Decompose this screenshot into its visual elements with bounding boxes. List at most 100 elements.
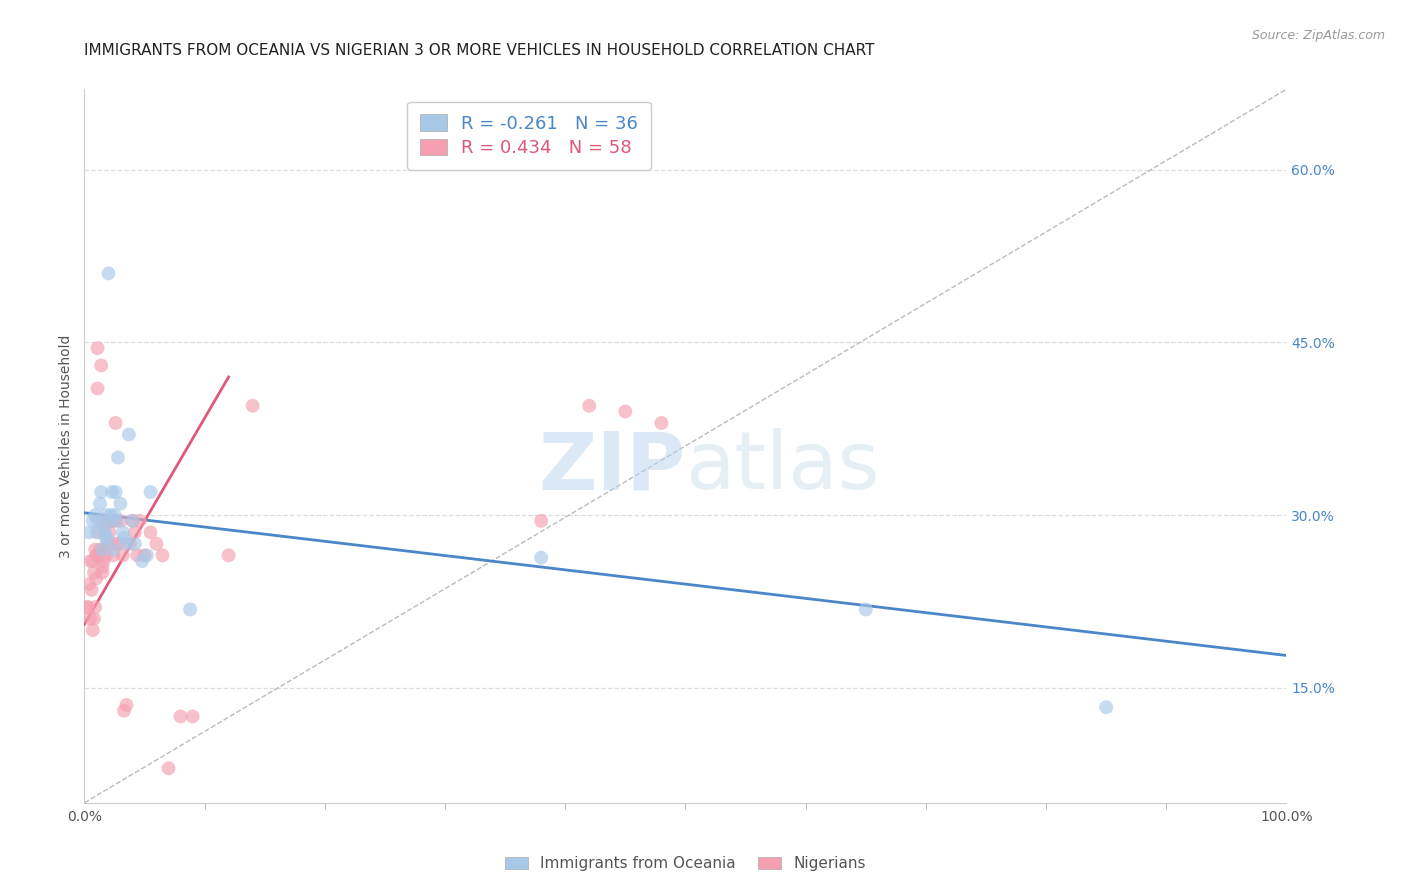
Point <box>87 549 110 563</box>
Point <box>103 514 125 528</box>
Point <box>94 542 117 557</box>
Point <box>157 761 180 775</box>
Point <box>169 709 191 723</box>
Point <box>100 514 122 528</box>
Point <box>83 566 105 580</box>
Point <box>86 525 108 540</box>
Point <box>94 531 117 545</box>
Point <box>77 600 100 615</box>
Point <box>80 582 103 597</box>
Point <box>104 485 127 500</box>
Point <box>89 542 111 557</box>
Point <box>98 525 121 540</box>
Point <box>93 519 115 533</box>
Point <box>107 537 129 551</box>
Point <box>94 508 117 522</box>
Point <box>218 549 240 563</box>
Point <box>97 266 120 280</box>
Point <box>121 514 143 528</box>
Point <box>101 485 124 500</box>
Point <box>91 566 114 580</box>
Point <box>111 549 134 563</box>
Point <box>118 427 141 442</box>
Legend: Immigrants from Oceania, Nigerians: Immigrants from Oceania, Nigerians <box>499 850 872 877</box>
Point <box>242 399 264 413</box>
Point <box>97 514 120 528</box>
Point <box>530 514 553 528</box>
Point <box>86 549 108 563</box>
Point <box>181 709 204 723</box>
Point <box>84 542 107 557</box>
Text: ZIP: ZIP <box>538 428 686 507</box>
Point <box>79 554 101 568</box>
Point <box>107 450 129 465</box>
Point <box>110 514 132 528</box>
Point <box>578 399 600 413</box>
Point <box>145 537 167 551</box>
Point <box>118 537 141 551</box>
Point <box>139 485 162 500</box>
Point <box>90 485 112 500</box>
Point <box>111 525 134 540</box>
Point <box>93 514 115 528</box>
Point <box>124 537 146 551</box>
Point <box>98 514 121 528</box>
Point <box>82 514 104 528</box>
Point <box>77 525 100 540</box>
Point <box>91 559 114 574</box>
Point <box>110 497 132 511</box>
Point <box>1095 700 1118 714</box>
Point <box>93 554 115 568</box>
Point <box>127 549 149 563</box>
Point <box>84 600 107 615</box>
Point <box>87 525 110 540</box>
Point <box>94 549 117 563</box>
Point <box>86 381 108 395</box>
Point <box>104 416 127 430</box>
Point <box>128 514 150 528</box>
Text: atlas: atlas <box>686 428 880 507</box>
Point <box>94 525 117 540</box>
Point <box>76 600 98 615</box>
Point <box>86 514 108 528</box>
Point <box>112 704 135 718</box>
Point <box>86 571 108 585</box>
Point <box>84 508 107 522</box>
Point <box>115 537 138 551</box>
Point <box>112 531 135 545</box>
Point <box>152 549 174 563</box>
Point <box>134 549 156 563</box>
Point <box>83 612 105 626</box>
Point <box>86 341 108 355</box>
Point <box>96 531 118 545</box>
Point <box>650 416 672 430</box>
Text: IMMIGRANTS FROM OCEANIA VS NIGERIAN 3 OR MORE VEHICLES IN HOUSEHOLD CORRELATION : IMMIGRANTS FROM OCEANIA VS NIGERIAN 3 OR… <box>84 43 875 58</box>
Point <box>139 525 162 540</box>
Point <box>105 537 128 551</box>
Point <box>614 404 637 418</box>
Point <box>77 577 100 591</box>
Point <box>101 514 124 528</box>
Point <box>96 537 118 551</box>
Point <box>100 508 122 522</box>
Y-axis label: 3 or more Vehicles in Household: 3 or more Vehicles in Household <box>59 334 73 558</box>
Point <box>89 497 111 511</box>
Point <box>530 550 553 565</box>
Point <box>855 602 877 616</box>
Point <box>103 542 125 557</box>
Point <box>90 359 112 373</box>
Point <box>105 514 128 528</box>
Point <box>179 602 201 616</box>
Point <box>135 549 157 563</box>
Point <box>82 623 104 637</box>
Point <box>103 508 125 522</box>
Point <box>79 612 101 626</box>
Point <box>131 554 153 568</box>
Text: Source: ZipAtlas.com: Source: ZipAtlas.com <box>1251 29 1385 42</box>
Point <box>115 698 138 712</box>
Point <box>91 542 114 557</box>
Point <box>103 549 125 563</box>
Point <box>121 514 143 528</box>
Point <box>124 525 146 540</box>
Point <box>82 554 104 568</box>
